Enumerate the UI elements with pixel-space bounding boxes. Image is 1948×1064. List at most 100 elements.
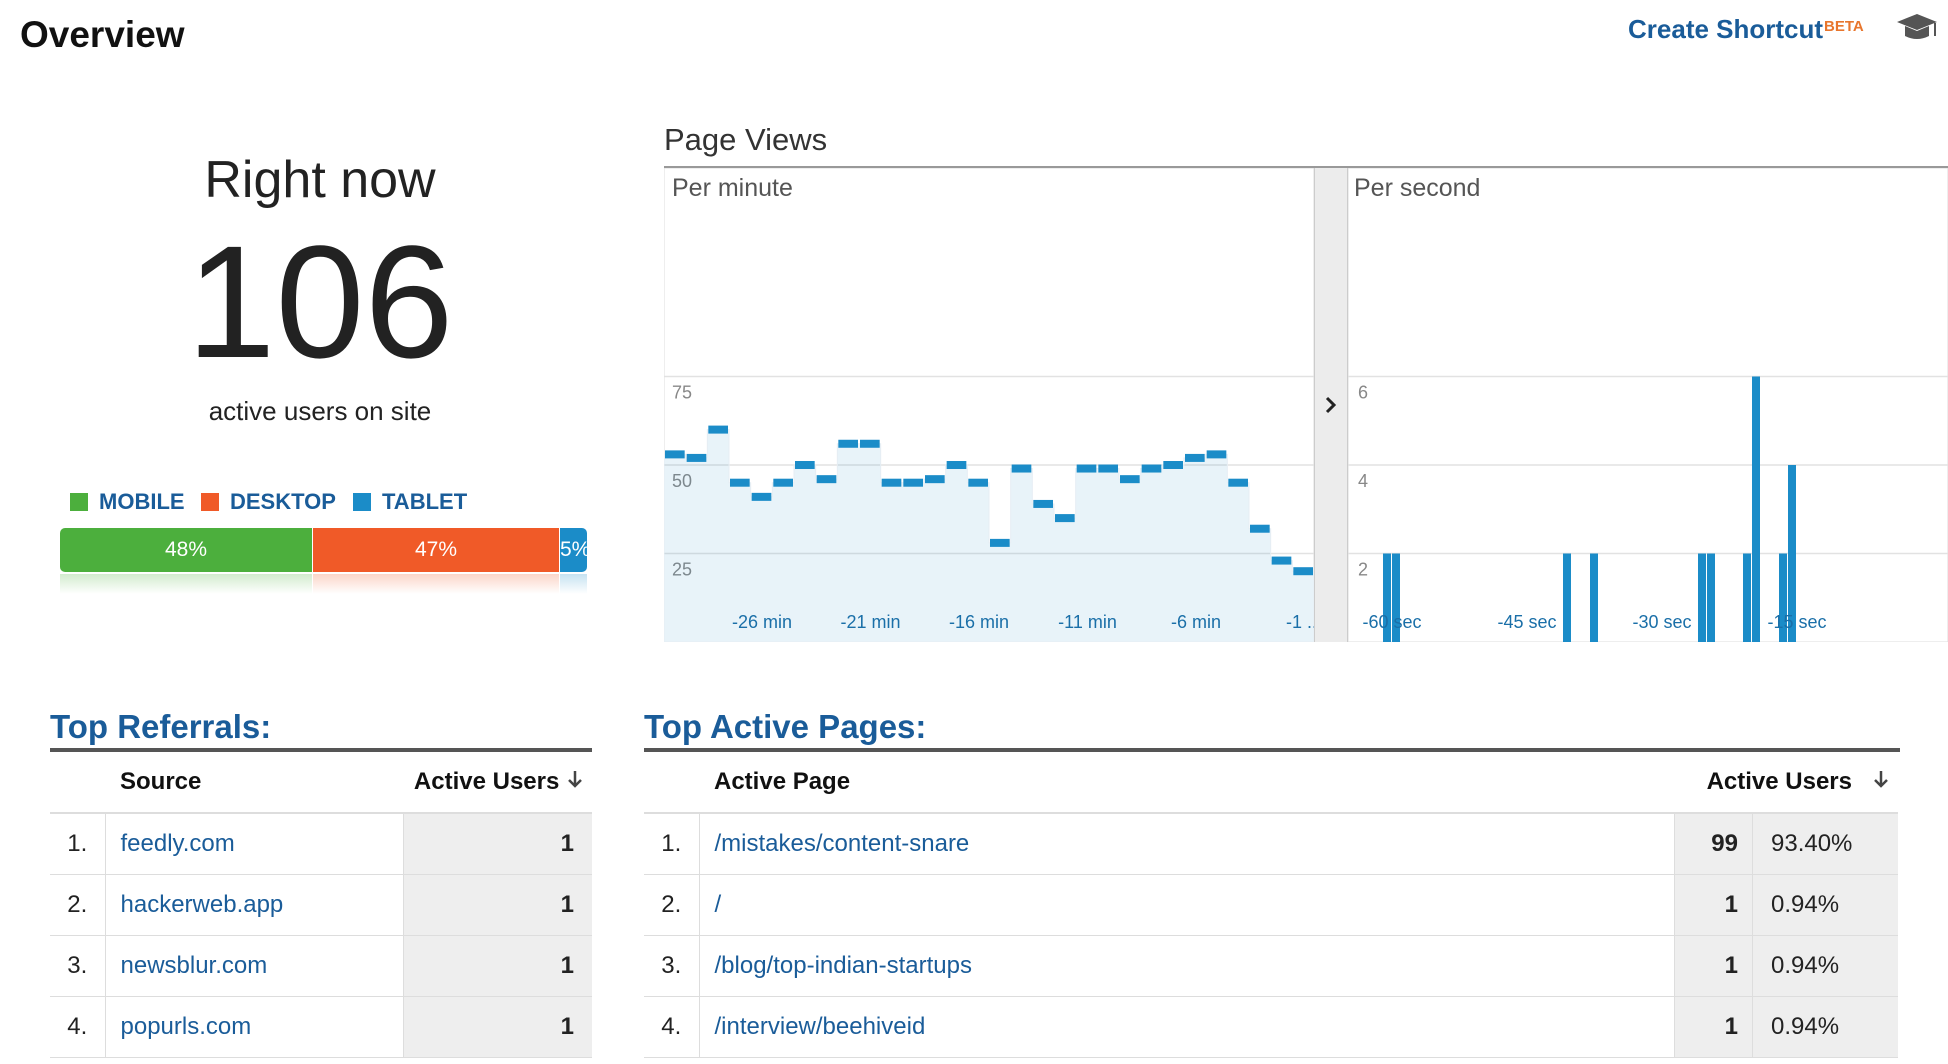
panel-toggle[interactable] — [1314, 168, 1348, 642]
row-index: 4. — [50, 996, 106, 1058]
data-point — [1206, 450, 1227, 459]
x-tick-label: -45 sec — [1497, 612, 1556, 632]
users-value: 1 — [403, 935, 592, 997]
per-minute-label: Per minute — [672, 174, 793, 202]
legend-desktop-label: DESKTOP — [230, 489, 336, 514]
data-point — [925, 475, 945, 484]
x-tick-label: -1 ... — [1286, 612, 1314, 632]
x-tick-label: -60 sec — [1362, 612, 1421, 632]
data-point — [968, 478, 988, 487]
data-point — [903, 478, 923, 487]
legend-tablet: TABLET — [353, 489, 467, 515]
active-users-header[interactable]: Active Users — [1674, 752, 1898, 814]
row-index: 2. — [644, 874, 700, 936]
row-index: 1. — [50, 812, 106, 875]
desktop-swatch — [201, 493, 219, 511]
per-second-panel: 2 4 6 -60 sec -45 sec -30 sec -15 sec Per seco… — [1347, 167, 1948, 643]
page-link[interactable]: / — [714, 891, 722, 918]
source-header[interactable]: Source — [105, 752, 403, 814]
page-link[interactable]: /mistakes/content-snare — [714, 830, 970, 857]
y-tick-label: 50 — [672, 471, 692, 491]
data-point — [1055, 514, 1075, 523]
tablet-percent: 5% — [560, 538, 587, 561]
x-tick-label: -6 min — [1171, 612, 1221, 632]
page-link[interactable]: /blog/top-indian-startups — [714, 952, 972, 979]
table-row: 1. /mistakes/content-snare 99 93.40% — [644, 812, 1898, 875]
legend-desktop: DESKTOP — [201, 489, 336, 515]
percent-value: 0.94% — [1752, 935, 1898, 997]
data-point — [990, 538, 1010, 547]
page-views-title: Page Views — [664, 122, 828, 157]
active-users-header-label: Active Users — [1706, 768, 1852, 795]
bar — [1698, 553, 1706, 642]
data-point — [1271, 556, 1292, 565]
x-tick-label: -16 min — [949, 612, 1009, 632]
x-tick-label: -15 sec — [1767, 612, 1826, 632]
table-row: 4. popurls.com 1 — [50, 996, 592, 1058]
bar — [1590, 553, 1598, 642]
pages-rule — [644, 748, 1900, 752]
per-minute-panel: 25 50 75 -26 min -21 min -16 min -11 min -6 min… — [663, 167, 1322, 643]
bar — [1707, 553, 1715, 642]
create-shortcut-link[interactable]: Create Shortcut — [1628, 14, 1824, 44]
row-index: 3. — [644, 935, 700, 997]
bar — [1743, 553, 1751, 642]
bar — [1779, 553, 1787, 642]
per-second-label: Per second — [1354, 174, 1481, 202]
data-point — [838, 439, 858, 448]
source-link[interactable]: feedly.com — [120, 830, 235, 857]
data-point — [1033, 499, 1053, 508]
source-link[interactable]: newsblur.com — [120, 952, 268, 979]
desktop-reflection — [313, 574, 559, 594]
data-point — [1120, 475, 1140, 484]
data-point — [1011, 464, 1032, 473]
data-point — [730, 478, 750, 487]
data-point — [1293, 567, 1313, 576]
x-tick-label: -30 sec — [1632, 612, 1691, 632]
active-users-count: 106 — [186, 212, 454, 391]
table-row: 1. feedly.com 1 — [50, 812, 592, 875]
legend-mobile-label: MOBILE — [99, 489, 185, 514]
referrals-table: Source Active Users 1. feedly.com 1 2. h… — [50, 752, 592, 1058]
data-point — [773, 478, 793, 487]
bar — [1383, 553, 1391, 642]
y-tick-label: 2 — [1358, 560, 1368, 580]
source-link[interactable]: popurls.com — [120, 1013, 252, 1040]
active-users-header[interactable]: Active Users — [403, 752, 592, 814]
page-link[interactable]: /interview/beehiveid — [714, 1013, 926, 1040]
row-index: 4. — [644, 996, 700, 1058]
bar — [1788, 465, 1796, 642]
legend-mobile: MOBILE — [70, 489, 185, 515]
source-header-label: Source — [120, 768, 202, 795]
data-point — [816, 475, 837, 484]
users-value: 1 — [1674, 874, 1753, 936]
plot-frame — [663, 167, 1315, 643]
page-title: Overview — [20, 14, 185, 55]
active-page-header[interactable]: Active Page — [699, 752, 1675, 814]
data-point — [795, 461, 815, 469]
data-point — [1250, 524, 1270, 533]
source-link[interactable]: hackerweb.app — [120, 891, 284, 918]
table-row: 2. / 1 0.94% — [644, 874, 1898, 936]
top-referrals-title: Top Referrals: — [50, 708, 272, 745]
row-index: 3. — [50, 935, 106, 997]
graduation-cap-icon[interactable] — [1895, 10, 1939, 46]
desktop-segment: 47% — [313, 528, 559, 572]
x-tick-label: -26 min — [732, 612, 792, 632]
arrow-down-icon — [568, 771, 582, 788]
bar — [1752, 376, 1760, 642]
active-users-header-label: Active Users — [413, 768, 560, 795]
y-tick-label: 4 — [1358, 471, 1368, 491]
users-value: 1 — [403, 996, 592, 1058]
arrow-down-icon — [1874, 771, 1888, 788]
desktop-percent: 47% — [414, 538, 458, 561]
x-tick-label: -11 min — [1058, 612, 1117, 632]
data-point — [751, 492, 772, 501]
table-row: 4. /interview/beehiveid 1 0.94% — [644, 996, 1898, 1058]
data-point — [860, 439, 880, 448]
active-users-subtitle: active users on site — [208, 396, 432, 426]
percent-value: 0.94% — [1752, 996, 1898, 1058]
referrals-rule — [50, 748, 592, 752]
page-views-rule — [664, 166, 1948, 168]
users-value: 1 — [403, 812, 592, 875]
